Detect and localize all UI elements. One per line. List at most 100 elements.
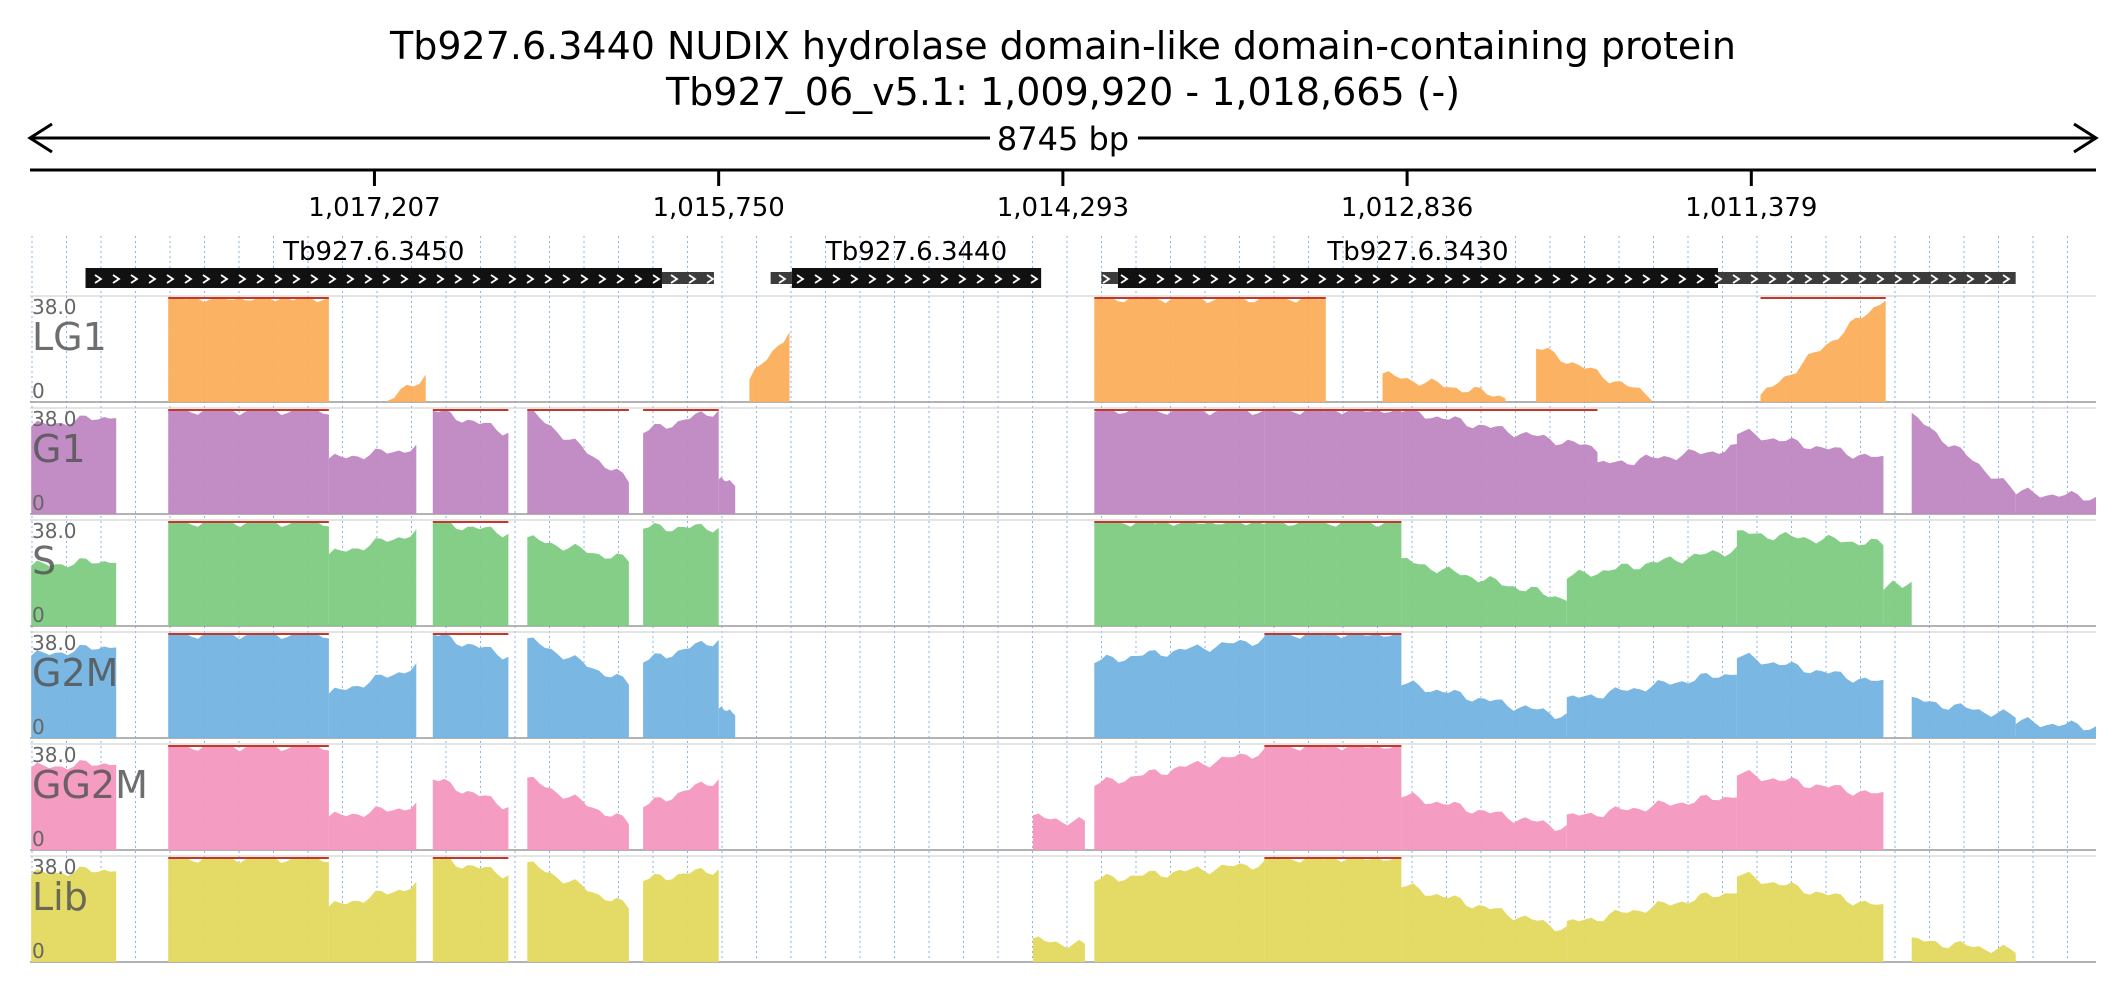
coverage-area	[1911, 937, 2016, 962]
gene-label: Tb927.6.3450	[282, 237, 464, 267]
coverage-area	[31, 558, 117, 626]
locus-label: Tb927_06_v5.1: 1,009,920 - 1,018,665 (-)	[665, 70, 1461, 114]
track-ymin-label: 0	[32, 603, 45, 627]
gene-utr-chevrons	[1718, 272, 2016, 284]
coverage-area	[31, 866, 117, 962]
coverage-area	[1094, 522, 1265, 626]
gene-label: Tb927.6.3430	[1326, 237, 1508, 267]
axis-tick-label: 1,014,293	[997, 193, 1129, 223]
track-name-label: GG2M	[32, 763, 148, 807]
gene-features: Tb927.6.3450 Tb927.6.3440 Tb927.6.3430	[85, 237, 2016, 288]
track-ymin-label: 0	[32, 939, 45, 963]
coverage-area	[1911, 696, 2016, 738]
track-name-label: LG1	[32, 315, 107, 359]
track-name-label: Lib	[32, 875, 88, 919]
track-ymax-label: 38.0	[32, 855, 77, 879]
coverage-area	[1760, 300, 1886, 402]
coverage-area	[749, 332, 790, 402]
coverage-area	[1736, 428, 1884, 514]
coverage-area	[1911, 412, 2016, 514]
coverage-area	[168, 410, 329, 514]
track-ymax-label: 38.0	[32, 295, 77, 319]
coverage-area	[1736, 769, 1884, 850]
track-name-label: G1	[32, 427, 86, 471]
span-ruler: 8745 bp	[27, 120, 2099, 158]
gene-cds-chevrons	[791, 268, 1042, 288]
coverage-area	[168, 634, 329, 738]
coverage-area	[432, 778, 509, 850]
coverage-area	[1401, 792, 1567, 850]
coverage-area	[643, 410, 719, 514]
coverage-track-lib: 38.0 0 Lib	[30, 855, 2096, 963]
track-ymax-label: 38.0	[32, 519, 77, 543]
track-ymax-label: 38.0	[32, 743, 77, 767]
coverage-area	[1736, 871, 1884, 962]
gene-cds-chevrons	[1117, 268, 1719, 288]
coverage-area	[31, 415, 117, 514]
coverage-area	[643, 867, 719, 962]
coverage-area	[31, 645, 117, 738]
coverage-track-g2m: 38.0 0 G2M	[30, 631, 2096, 739]
coverage-area	[2015, 487, 2096, 514]
track-ymax-label: 38.0	[32, 631, 77, 655]
gene-feature[interactable]: Tb927.6.3430	[1101, 237, 2016, 288]
coordinate-ticks: 1,017,207 1,015,750 1,014,293 1,012,836 1,01…	[308, 170, 1817, 223]
coverage-area	[1032, 813, 1085, 850]
track-ymin-label: 0	[32, 491, 45, 515]
coverage-track-gg2m: 38.0 0 GG2M	[30, 743, 2096, 851]
coverage-area	[31, 760, 117, 850]
coverage-area	[328, 529, 417, 626]
coverage-area	[1401, 680, 1567, 738]
track-name-label: G2M	[32, 651, 118, 695]
coverage-area	[1264, 522, 1402, 626]
coverage-area	[432, 634, 509, 738]
coverage-area	[527, 861, 629, 962]
coverage-area	[328, 802, 417, 850]
coverage-area	[432, 410, 509, 514]
coverage-area	[1566, 794, 1737, 850]
track-ymin-label: 0	[32, 715, 45, 739]
coverage-area	[1536, 347, 1652, 402]
coverage-area	[328, 881, 417, 962]
gene-utr-chevrons	[661, 272, 714, 284]
span-length-label: 8745 bp	[997, 120, 1129, 158]
coverage-tracks: 38.00LG138.00G138.00S38.00G2M38.00GG2M38…	[30, 295, 2096, 963]
coverage-area	[1264, 858, 1402, 962]
coverage-area	[1566, 673, 1737, 738]
coverage-area	[718, 706, 736, 738]
coverage-area	[432, 522, 509, 626]
coverage-area	[1094, 298, 1326, 402]
coverage-area	[168, 746, 329, 850]
coverage-area	[527, 410, 629, 514]
coverage-area	[527, 637, 629, 738]
gene-feature[interactable]: Tb927.6.3440	[770, 237, 1042, 288]
coverage-area	[1883, 580, 1912, 626]
coverage-area	[643, 639, 719, 738]
coverage-area	[1401, 410, 1598, 514]
axis-tick-label: 1,011,379	[1685, 193, 1817, 223]
coverage-area	[1094, 410, 1265, 514]
coverage-area	[1094, 748, 1265, 850]
coverage-area	[1736, 652, 1884, 738]
coverage-area	[432, 858, 509, 962]
gene-utr-chevrons	[770, 272, 792, 284]
coverage-area	[527, 776, 629, 850]
coverage-area	[328, 444, 417, 514]
axis-tick-label: 1,017,207	[308, 193, 440, 223]
coverage-area	[527, 535, 629, 626]
coverage-area	[1382, 371, 1506, 402]
coverage-area	[1566, 892, 1737, 962]
gene-feature[interactable]: Tb927.6.3450	[85, 237, 714, 288]
gene-utr-chevrons	[1101, 272, 1118, 284]
coverage-track-lg1: 38.0 0 LG1	[30, 295, 2096, 403]
coverage-area	[718, 477, 736, 514]
axis-tick-label: 1,012,836	[1341, 193, 1473, 223]
coverage-area	[1032, 936, 1085, 962]
coverage-area	[1401, 883, 1567, 962]
track-ymax-label: 38.0	[32, 407, 77, 431]
coverage-area	[328, 663, 417, 738]
coverage-area	[1264, 746, 1402, 850]
coverage-area	[1401, 558, 1567, 626]
coverage-area	[643, 522, 719, 626]
